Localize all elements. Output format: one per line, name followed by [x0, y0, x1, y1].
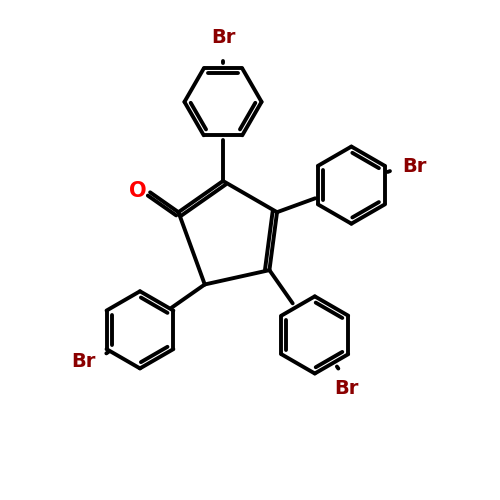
Text: Br: Br [71, 352, 96, 370]
Text: Br: Br [211, 28, 235, 48]
Text: Br: Br [334, 380, 358, 398]
Text: O: O [128, 181, 146, 201]
Text: Br: Br [402, 157, 427, 176]
